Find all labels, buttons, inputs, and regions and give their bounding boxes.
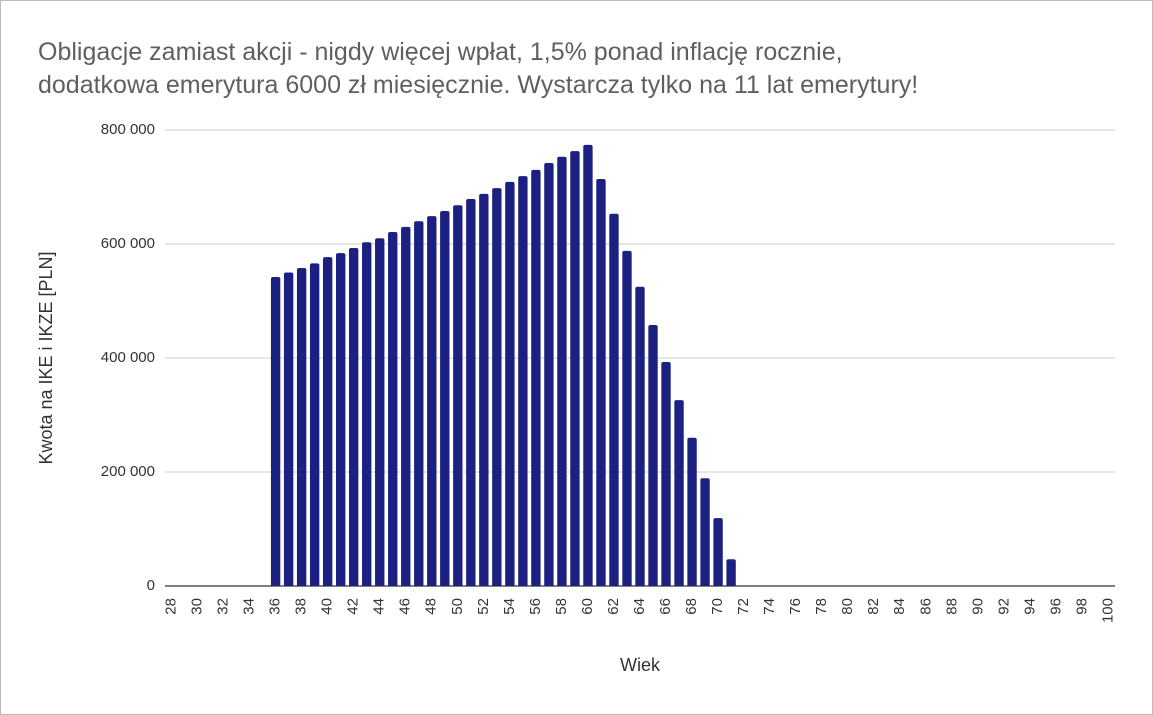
- x-tick-label: 38: [293, 598, 310, 615]
- x-tick-label: 32: [215, 598, 232, 615]
- bar: [362, 242, 372, 587]
- y-tick-label: 400 000: [101, 349, 155, 366]
- bar: [466, 198, 476, 586]
- bar: [544, 163, 554, 586]
- bar: [283, 272, 294, 586]
- bar: [726, 559, 736, 586]
- bar: [427, 216, 437, 586]
- bar: [453, 205, 463, 587]
- x-tick-label: 82: [865, 598, 882, 615]
- x-tick-label: 66: [657, 598, 674, 615]
- bar: [700, 478, 710, 586]
- bar: [661, 361, 671, 586]
- bar: [401, 226, 411, 586]
- x-tick-label: 30: [189, 598, 206, 615]
- x-tick-label: 78: [813, 598, 830, 615]
- bar: [492, 188, 502, 586]
- bar: [635, 286, 645, 586]
- bar: [349, 247, 359, 587]
- x-tick-label: 60: [579, 598, 596, 615]
- x-tick-label: 58: [553, 598, 570, 615]
- x-tick-label: 96: [1047, 598, 1064, 615]
- x-tick-label: 40: [319, 598, 336, 615]
- x-tick-label: 54: [501, 598, 518, 615]
- x-tick-label: 80: [839, 598, 856, 615]
- x-tick-label: 46: [397, 598, 414, 615]
- x-tick-label: 86: [917, 598, 934, 615]
- bar: [518, 176, 528, 587]
- bar: [570, 151, 580, 586]
- bar: [531, 169, 541, 586]
- x-tick-label: 36: [267, 598, 284, 615]
- x-tick-label: 34: [241, 598, 258, 615]
- y-tick-label: 200 000: [101, 463, 155, 480]
- bar: [596, 179, 606, 586]
- bar: [296, 267, 307, 586]
- bar: [375, 238, 385, 587]
- x-tick-label: 74: [761, 598, 778, 615]
- x-tick-label: 68: [683, 598, 700, 615]
- bar: [309, 263, 320, 586]
- x-tick-label: 100: [1099, 598, 1116, 623]
- bar: [622, 250, 632, 586]
- x-tick-label: 62: [605, 598, 622, 615]
- x-tick-label: 52: [475, 598, 492, 615]
- bar: [674, 400, 684, 586]
- x-tick-label: 64: [631, 598, 648, 615]
- x-tick-label: 94: [1021, 598, 1038, 615]
- bar: [336, 253, 346, 586]
- bar: [557, 156, 567, 587]
- x-tick-label: 50: [449, 598, 466, 615]
- bar: [270, 277, 281, 586]
- x-tick-label: 56: [527, 598, 544, 615]
- x-tick-label: 88: [943, 598, 960, 615]
- bar: [388, 232, 398, 586]
- x-tick-label: 92: [995, 598, 1012, 615]
- x-tick-label: 98: [1073, 598, 1090, 615]
- x-tick-label: 28: [162, 598, 179, 615]
- x-tick-label: 42: [345, 598, 362, 615]
- x-tick-label: 90: [969, 598, 986, 615]
- bar: [440, 210, 450, 586]
- y-tick-label: 800 000: [101, 121, 155, 138]
- x-tick-label: 70: [709, 598, 726, 615]
- x-tick-label: 84: [891, 598, 908, 615]
- bar: [713, 518, 723, 586]
- bar: [414, 221, 424, 586]
- x-tick-label: 44: [371, 598, 388, 615]
- bar: [322, 257, 333, 586]
- bar: [583, 144, 593, 586]
- bar: [648, 324, 658, 586]
- bar: [687, 437, 697, 586]
- y-tick-label: 600 000: [101, 235, 155, 252]
- bar: [609, 213, 619, 587]
- y-axis-label: Kwota na IKE i IKZE [PLN]: [36, 251, 56, 464]
- chart-title: Obligacje zamiast akcji - nigdy więcej w…: [38, 38, 843, 66]
- x-tick-label: 48: [423, 598, 440, 615]
- y-tick-label: 0: [147, 577, 155, 594]
- x-axis-label: Wiek: [620, 655, 661, 675]
- bar: [479, 193, 489, 586]
- x-tick-label: 72: [735, 598, 752, 615]
- bar: [505, 181, 515, 586]
- chart-title: dodatkowa emerytura 6000 zł miesięcznie.…: [38, 71, 918, 99]
- x-tick-label: 76: [787, 598, 804, 615]
